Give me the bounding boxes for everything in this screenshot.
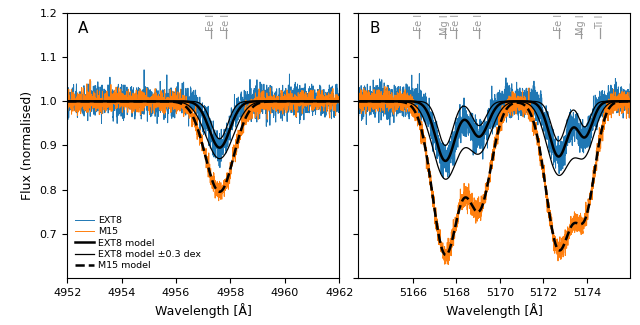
Text: Mg I: Mg I xyxy=(577,14,586,35)
EXT8 model xyxy=(77,99,85,103)
EXT8 model xyxy=(216,146,223,150)
EXT8 model xyxy=(328,99,335,103)
EXT8 model xyxy=(328,99,335,103)
Text: Ti I: Ti I xyxy=(595,14,605,29)
M15 model xyxy=(328,99,335,103)
M15 model xyxy=(63,99,71,103)
EXT8 model xyxy=(278,99,285,103)
Legend: EXT8, M15, EXT8 model, EXT8 model ±0.3 dex, M15 model: EXT8, M15, EXT8 model, EXT8 model ±0.3 d… xyxy=(72,213,204,273)
Line: M15: M15 xyxy=(67,80,339,201)
M15 xyxy=(86,78,94,82)
Text: Fe I: Fe I xyxy=(207,14,216,32)
M15 xyxy=(328,105,335,109)
Y-axis label: Flux (normalised): Flux (normalised) xyxy=(21,91,34,200)
EXT8 model ±0.3 dex xyxy=(63,99,71,103)
Text: Fe I: Fe I xyxy=(554,14,564,32)
M15 xyxy=(189,115,196,119)
EXT8 xyxy=(189,93,196,97)
M15 xyxy=(77,105,85,109)
EXT8 model xyxy=(196,106,204,110)
Line: EXT8: EXT8 xyxy=(67,70,339,168)
EXT8 model ±0.3 dex xyxy=(196,101,204,105)
M15 xyxy=(335,95,343,99)
EXT8 model ±0.3 dex xyxy=(77,99,85,103)
EXT8 model ±0.3 dex xyxy=(278,99,285,103)
EXT8 xyxy=(328,92,335,96)
X-axis label: Wavelength [Å]: Wavelength [Å] xyxy=(446,303,543,318)
Text: Fe I: Fe I xyxy=(474,14,484,32)
EXT8 xyxy=(140,68,148,72)
M15 xyxy=(215,199,223,203)
EXT8 model ±0.3 dex xyxy=(328,99,335,103)
Line: EXT8 model: EXT8 model xyxy=(67,101,339,148)
M15 model xyxy=(196,132,204,136)
M15 model xyxy=(328,99,335,103)
EXT8 xyxy=(216,166,224,170)
EXT8 model xyxy=(63,99,71,103)
EXT8 xyxy=(77,96,85,100)
EXT8 model xyxy=(188,101,196,105)
EXT8 model ±0.3 dex xyxy=(328,99,335,103)
EXT8 model ±0.3 dex xyxy=(216,137,223,141)
Line: EXT8 model ±0.3 dex: EXT8 model ±0.3 dex xyxy=(67,101,339,139)
Text: B: B xyxy=(369,21,380,36)
M15 xyxy=(196,129,204,133)
M15 xyxy=(63,101,71,105)
Line: M15 model: M15 model xyxy=(67,101,339,192)
Text: A: A xyxy=(78,21,88,36)
Text: Fe I: Fe I xyxy=(221,14,232,32)
EXT8 xyxy=(335,88,343,92)
Text: Fe I: Fe I xyxy=(414,14,424,32)
Text: Fe I: Fe I xyxy=(451,14,461,32)
EXT8 model ±0.3 dex xyxy=(188,99,196,103)
EXT8 xyxy=(63,86,71,90)
M15 model xyxy=(278,99,285,103)
M15 xyxy=(328,98,335,102)
EXT8 model ±0.3 dex xyxy=(335,99,343,103)
M15 xyxy=(278,98,285,101)
M15 model xyxy=(188,113,196,117)
EXT8 xyxy=(278,94,285,98)
M15 model xyxy=(216,190,223,194)
M15 model xyxy=(77,99,85,103)
M15 model xyxy=(335,99,343,103)
EXT8 model xyxy=(335,99,343,103)
EXT8 xyxy=(328,117,335,121)
EXT8 xyxy=(196,125,204,129)
Text: Mg I: Mg I xyxy=(440,14,451,35)
X-axis label: Wavelength [Å]: Wavelength [Å] xyxy=(155,303,252,318)
